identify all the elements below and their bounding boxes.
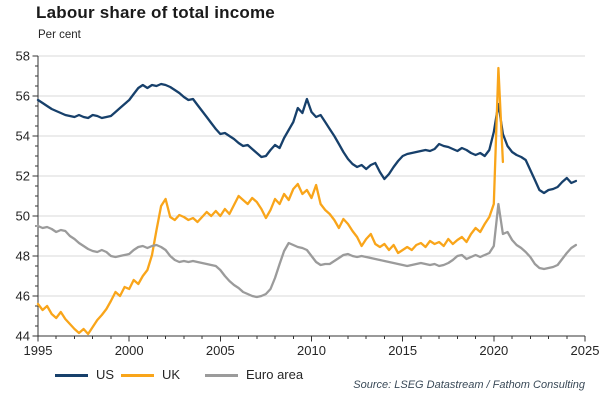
legend-item-uk: UK bbox=[121, 366, 180, 384]
uk-line-swatch bbox=[121, 373, 154, 377]
svg-text:2015: 2015 bbox=[388, 343, 417, 358]
svg-text:56: 56 bbox=[16, 89, 30, 104]
us-line-swatch bbox=[55, 373, 88, 377]
svg-text:58: 58 bbox=[16, 49, 30, 64]
legend-label-euro-area: Euro area bbox=[246, 367, 304, 382]
svg-text:48: 48 bbox=[16, 249, 30, 264]
svg-text:1995: 1995 bbox=[24, 343, 53, 358]
svg-text:50: 50 bbox=[16, 209, 30, 224]
svg-text:2025: 2025 bbox=[571, 343, 600, 358]
source-attribution: Source: LSEG Datastream / Fathom Consult… bbox=[353, 379, 585, 391]
svg-text:46: 46 bbox=[16, 289, 30, 304]
chart-title: Labour share of total income bbox=[36, 3, 275, 22]
legend-item-us: US bbox=[55, 366, 114, 384]
svg-text:54: 54 bbox=[16, 129, 30, 144]
svg-text:2020: 2020 bbox=[479, 343, 508, 358]
svg-text:2000: 2000 bbox=[115, 343, 144, 358]
y-axis-unit-label: Per cent bbox=[38, 29, 81, 41]
legend-item-euro-area: Euro area bbox=[205, 366, 303, 384]
legend-label-us: US bbox=[96, 367, 115, 382]
legend-label-uk: UK bbox=[162, 367, 181, 382]
svg-text:52: 52 bbox=[16, 169, 30, 184]
svg-text:44: 44 bbox=[16, 329, 30, 344]
euro-area-line-swatch bbox=[205, 373, 238, 377]
svg-text:2005: 2005 bbox=[206, 343, 235, 358]
svg-text:2010: 2010 bbox=[297, 343, 326, 358]
